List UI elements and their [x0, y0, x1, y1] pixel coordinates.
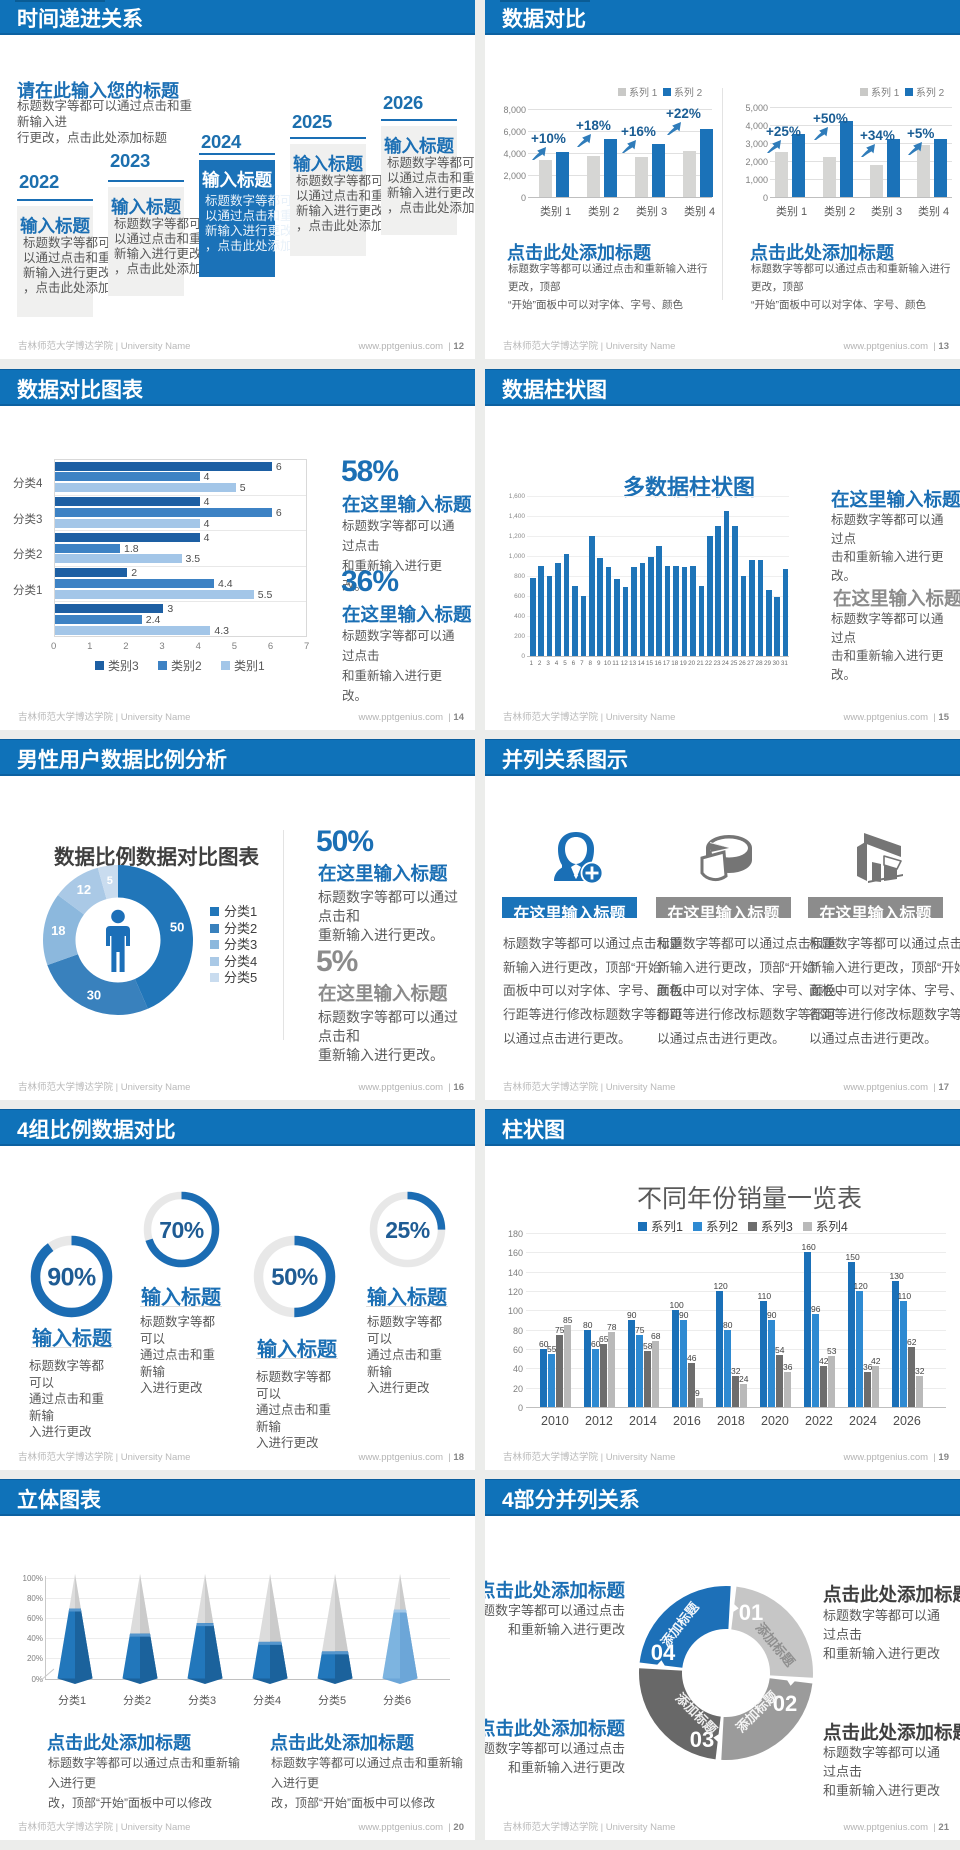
svg-text:70%: 70% — [159, 1216, 204, 1242]
svg-text:18: 18 — [51, 923, 65, 938]
svg-text:12: 12 — [76, 882, 90, 897]
svg-text:25%: 25% — [385, 1216, 430, 1242]
svg-text:04: 04 — [651, 1640, 676, 1665]
svg-text:90%: 90% — [47, 1263, 96, 1291]
svg-text:50: 50 — [169, 920, 183, 935]
svg-text:5: 5 — [106, 875, 112, 887]
svg-text:03: 03 — [690, 1727, 714, 1752]
svg-text:50%: 50% — [271, 1264, 318, 1291]
svg-text:30: 30 — [86, 987, 100, 1002]
svg-text:01: 01 — [739, 1600, 763, 1625]
svg-text:02: 02 — [773, 1691, 797, 1716]
